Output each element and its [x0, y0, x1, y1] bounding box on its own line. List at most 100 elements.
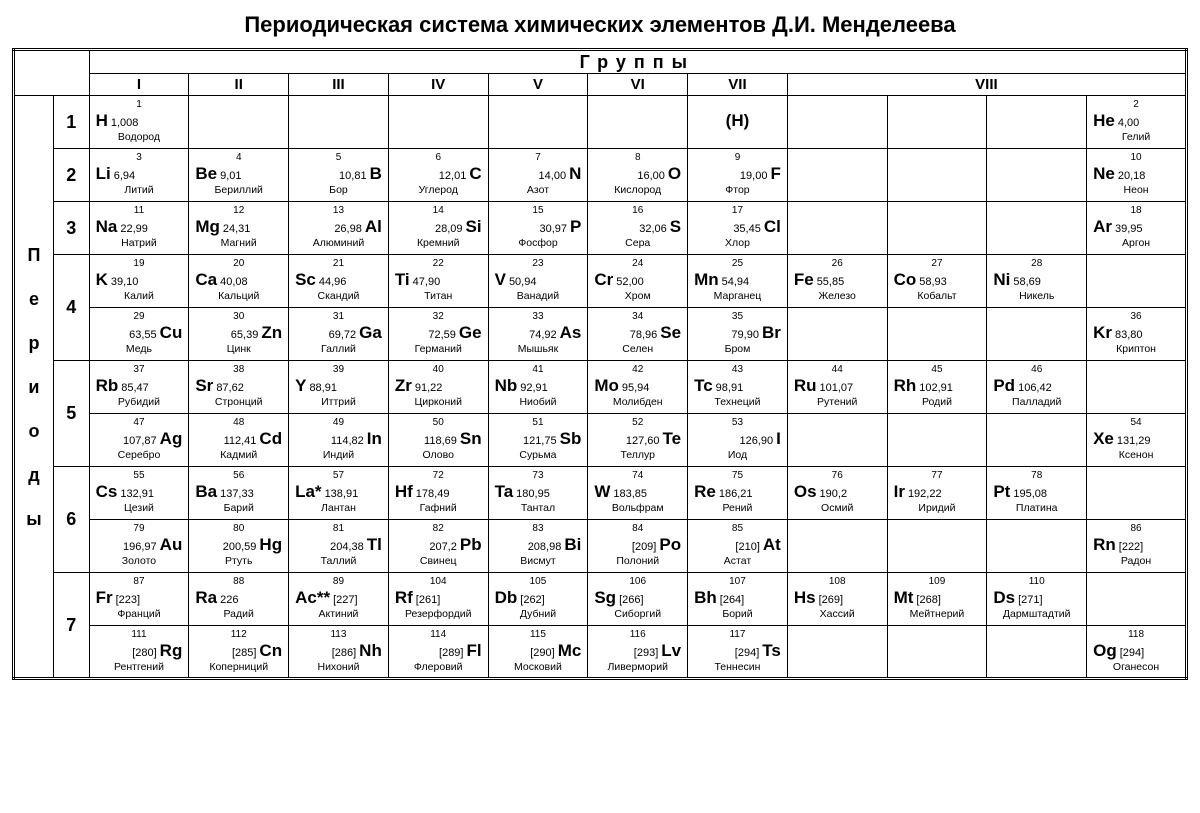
element-cell — [887, 520, 987, 573]
element-cell: 21Sc44,96Скандий — [289, 255, 389, 308]
table-head: Группы I II III IV V VI VII VIII — [14, 50, 1187, 96]
element-symbol: Hs — [794, 587, 816, 609]
element-cell: 78Pt195,08Платина — [987, 467, 1087, 520]
atomic-number: 16 — [588, 204, 687, 216]
element-cell: 18Ar39,95Аргон — [1087, 202, 1187, 255]
element-cell: 118Og[294]Оганесон — [1087, 626, 1187, 679]
atomic-mass: [269] — [819, 589, 843, 611]
element-cell: 28Ni58,69Никель — [987, 255, 1087, 308]
element-name: Вольфрам — [588, 503, 687, 517]
atomic-mass: 85,47 — [121, 377, 149, 399]
atomic-mass: 10,81 — [339, 165, 367, 187]
atomic-number: 39 — [289, 363, 388, 375]
element-name: Бериллий — [189, 185, 288, 199]
element-symbol: Mn — [694, 269, 719, 291]
atomic-number: 44 — [788, 363, 887, 375]
element-symbol: Cs — [96, 481, 118, 503]
element-name: Марганец — [688, 291, 787, 305]
element-symbol: Ra — [195, 587, 217, 609]
periods-header-letter: ы — [26, 510, 41, 528]
group-5: V — [488, 74, 588, 96]
element-cell: 41Nb92,91Ниобий — [488, 361, 588, 414]
atomic-mass: 63,55 — [129, 324, 157, 346]
atomic-mass: 35,45 — [733, 218, 761, 240]
element-symbol: Sn — [460, 428, 482, 450]
atomic-number: 77 — [888, 469, 987, 481]
atomic-mass: 92,91 — [520, 377, 548, 399]
element-cell: 53126,90IИод — [688, 414, 788, 467]
element-cell: 83208,98BiВисмут — [488, 520, 588, 573]
atomic-mass: 6,94 — [114, 165, 135, 187]
atomic-number: 18 — [1087, 204, 1185, 216]
atomic-mass: 28,09 — [435, 218, 463, 240]
atomic-number: 12 — [189, 204, 288, 216]
element-cell: 37Rb85,47Рубидий — [89, 361, 189, 414]
element-name: Хассий — [788, 609, 887, 623]
element-name: Рентгений — [90, 662, 189, 676]
atomic-number: 52 — [588, 416, 687, 428]
atomic-mass: 83,80 — [1115, 324, 1143, 346]
atomic-mass: 204,38 — [330, 536, 364, 558]
element-name: Селен — [588, 344, 687, 358]
element-name: Медь — [90, 344, 189, 358]
element-name: Алюминий — [289, 238, 388, 252]
element-symbol: Ar — [1093, 216, 1112, 238]
element-name: Криптон — [1087, 344, 1185, 358]
atomic-mass: 39,95 — [1115, 218, 1143, 240]
atomic-mass: 87,62 — [216, 377, 244, 399]
element-cell — [987, 149, 1087, 202]
element-name: Флеровий — [389, 662, 488, 676]
element-cell — [787, 414, 887, 467]
atomic-number: 38 — [189, 363, 288, 375]
element-name: Золото — [90, 556, 189, 570]
element-cell: 39Y88,91Иттрий — [289, 361, 389, 414]
element-symbol: Tl — [367, 534, 382, 556]
element-symbol: Si — [466, 216, 482, 238]
atomic-mass: 195,08 — [1013, 483, 1047, 505]
element-symbol: Kr — [1093, 322, 1112, 344]
atomic-number: 76 — [788, 469, 887, 481]
element-name: Полоний — [588, 556, 687, 570]
table-row: 2963,55CuМедь3065,39ZnЦинк3169,72GaГалли… — [14, 308, 1187, 361]
atomic-mass: 24,31 — [223, 218, 251, 240]
element-name: Кремний — [389, 238, 488, 252]
element-name: Цинк — [189, 344, 288, 358]
atomic-mass: 47,90 — [413, 271, 441, 293]
element-name: Ниобий — [489, 397, 588, 411]
element-name: Хром — [588, 291, 687, 305]
element-symbol: Pt — [993, 481, 1010, 503]
element-symbol: Au — [160, 534, 183, 556]
element-cell — [887, 308, 987, 361]
atomic-number: 8 — [588, 151, 687, 163]
element-cell — [987, 96, 1087, 149]
atomic-mass: [293] — [634, 642, 658, 664]
element-cell — [588, 96, 688, 149]
element-cell — [787, 308, 887, 361]
atomic-number: 7 — [489, 151, 588, 163]
atomic-number: 72 — [389, 469, 488, 481]
element-name: Астат — [688, 556, 787, 570]
element-name: Фтор — [688, 185, 787, 199]
atomic-number: 82 — [389, 522, 488, 534]
element-cell: 510,81BБор — [289, 149, 389, 202]
element-name: Литий — [90, 185, 189, 199]
element-name: Хлор — [688, 238, 787, 252]
element-cell: 75Re186,21Рений — [688, 467, 788, 520]
atomic-mass: 196,97 — [123, 536, 157, 558]
element-name: Тантал — [489, 503, 588, 517]
atomic-mass: 126,90 — [739, 430, 773, 452]
element-name: Палладий — [987, 397, 1086, 411]
element-name: Ксенон — [1087, 450, 1185, 464]
element-symbol: Rh — [894, 375, 917, 397]
atomic-mass: 106,42 — [1018, 377, 1052, 399]
group-header-row: I II III IV V VI VII VIII — [14, 74, 1187, 96]
atomic-number: 13 — [289, 204, 388, 216]
element-cell: 47107,87AgСеребро — [89, 414, 189, 467]
element-symbol: Co — [894, 269, 917, 291]
element-name: Калий — [90, 291, 189, 305]
periods-header-letter: д — [28, 466, 39, 484]
atomic-mass: 16,00 — [637, 165, 665, 187]
element-cell: 54Xe131,29Ксенон — [1087, 414, 1187, 467]
element-name: Аргон — [1087, 238, 1185, 252]
element-name: Сера — [588, 238, 687, 252]
